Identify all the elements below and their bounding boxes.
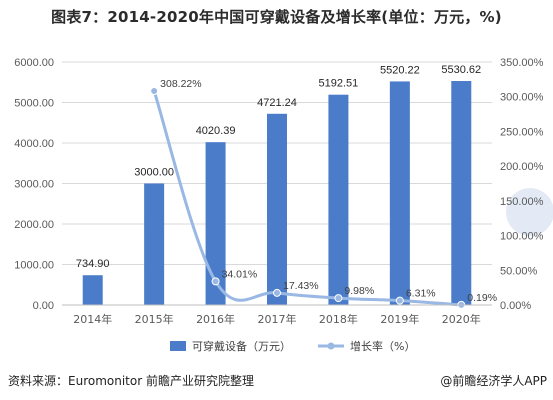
- y-left-tick-label: 6000.00: [14, 57, 54, 69]
- bar-value-label: 5192.51: [319, 78, 359, 90]
- legend-label-line: 增长率（%）: [350, 339, 415, 353]
- bar-value-label: 5530.62: [441, 64, 481, 76]
- y-right-tick-label: 300.00%: [500, 92, 544, 104]
- x-tick-label: 2016年: [196, 312, 235, 326]
- y-right-tick-label: 50.00%: [500, 265, 538, 277]
- y-right-tick-label: 100.00%: [500, 231, 544, 243]
- bar: [451, 81, 472, 305]
- y-left-tick-label: 2000.00: [14, 219, 54, 231]
- growth-point: [334, 294, 343, 303]
- axis-layer: 0.00 1000.00 2000.00 3000.00 4000.00 5000.00 6…: [14, 57, 543, 326]
- footer: 资料来源：Euromonitor 前瞻产业研究院整理 @前瞻经济学人APP: [8, 372, 547, 392]
- growth-line: [152, 90, 462, 307]
- x-tick-label: 2014年: [73, 312, 112, 326]
- growth-value-label: 308.22%: [160, 78, 201, 90]
- label-layer: 734.90 3000.00 4020.39 4721.24 5192.51 5520.2…: [76, 64, 497, 304]
- growth-value-label: 9.98%: [344, 285, 374, 297]
- x-tick-label: 2018年: [319, 312, 358, 326]
- legend-swatch-bar: [170, 341, 186, 351]
- growth-value-label: 17.43%: [283, 280, 319, 292]
- growth-point: [211, 277, 220, 286]
- bar: [328, 94, 349, 306]
- bar-layer: [82, 81, 472, 306]
- y-right-tick-label: 200.00%: [500, 161, 544, 173]
- growth-value-label: 0.19%: [467, 292, 497, 304]
- bar: [389, 81, 410, 305]
- line-layer: [150, 87, 466, 309]
- bar-value-label: 4020.39: [196, 125, 236, 137]
- legend-layer: 可穿戴设备（万元） 增长率（%）: [170, 339, 415, 353]
- bar-value-label: 4721.24: [257, 97, 297, 109]
- y-right-tick-label: 150.00%: [500, 196, 544, 208]
- x-tick-label: 2020年: [442, 312, 481, 326]
- x-tick-label: 2017年: [258, 312, 297, 326]
- bar: [205, 142, 226, 305]
- growth-value-label: 34.01%: [222, 268, 258, 280]
- bar-value-label: 5520.22: [380, 64, 420, 76]
- growth-point: [395, 296, 404, 305]
- growth-point: [150, 87, 159, 96]
- y-right-tick-label: 350.00%: [500, 57, 544, 69]
- watermark-emblem: [506, 188, 553, 236]
- y-left-tick-label: 5000.00: [14, 98, 54, 110]
- watermark-layer: [506, 188, 553, 236]
- bar-value-label: 3000.00: [134, 167, 174, 179]
- x-tick-label: 2015年: [135, 312, 174, 326]
- y-right-tick-label: 0.00%: [500, 300, 531, 312]
- legend-label-bar: 可穿戴设备（万元）: [192, 339, 291, 353]
- growth-value-label: 6.31%: [406, 288, 436, 300]
- bar-value-label: 734.90: [76, 258, 110, 270]
- chart-title: 图表7：2014-2020年中国可穿戴设备及增长率(单位：万元，%): [51, 8, 502, 26]
- source-note: 资料来源：Euromonitor 前瞻产业研究院整理: [8, 374, 254, 388]
- bar: [267, 113, 287, 305]
- x-tick-label: 2019年: [380, 312, 419, 326]
- legend-swatch-marker: [327, 342, 335, 350]
- brand-handle: @前瞻经济学人APP: [440, 374, 547, 388]
- y-left-tick-label: 3000.00: [14, 179, 54, 191]
- y-left-tick-label: 1000.00: [14, 260, 54, 272]
- growth-point: [273, 288, 281, 297]
- y-right-tick-label: 250.00%: [500, 126, 544, 138]
- y-left-tick-label: 0.00: [33, 300, 54, 312]
- y-left-tick-label: 4000.00: [14, 138, 54, 150]
- bar: [82, 275, 103, 305]
- bar: [144, 183, 165, 305]
